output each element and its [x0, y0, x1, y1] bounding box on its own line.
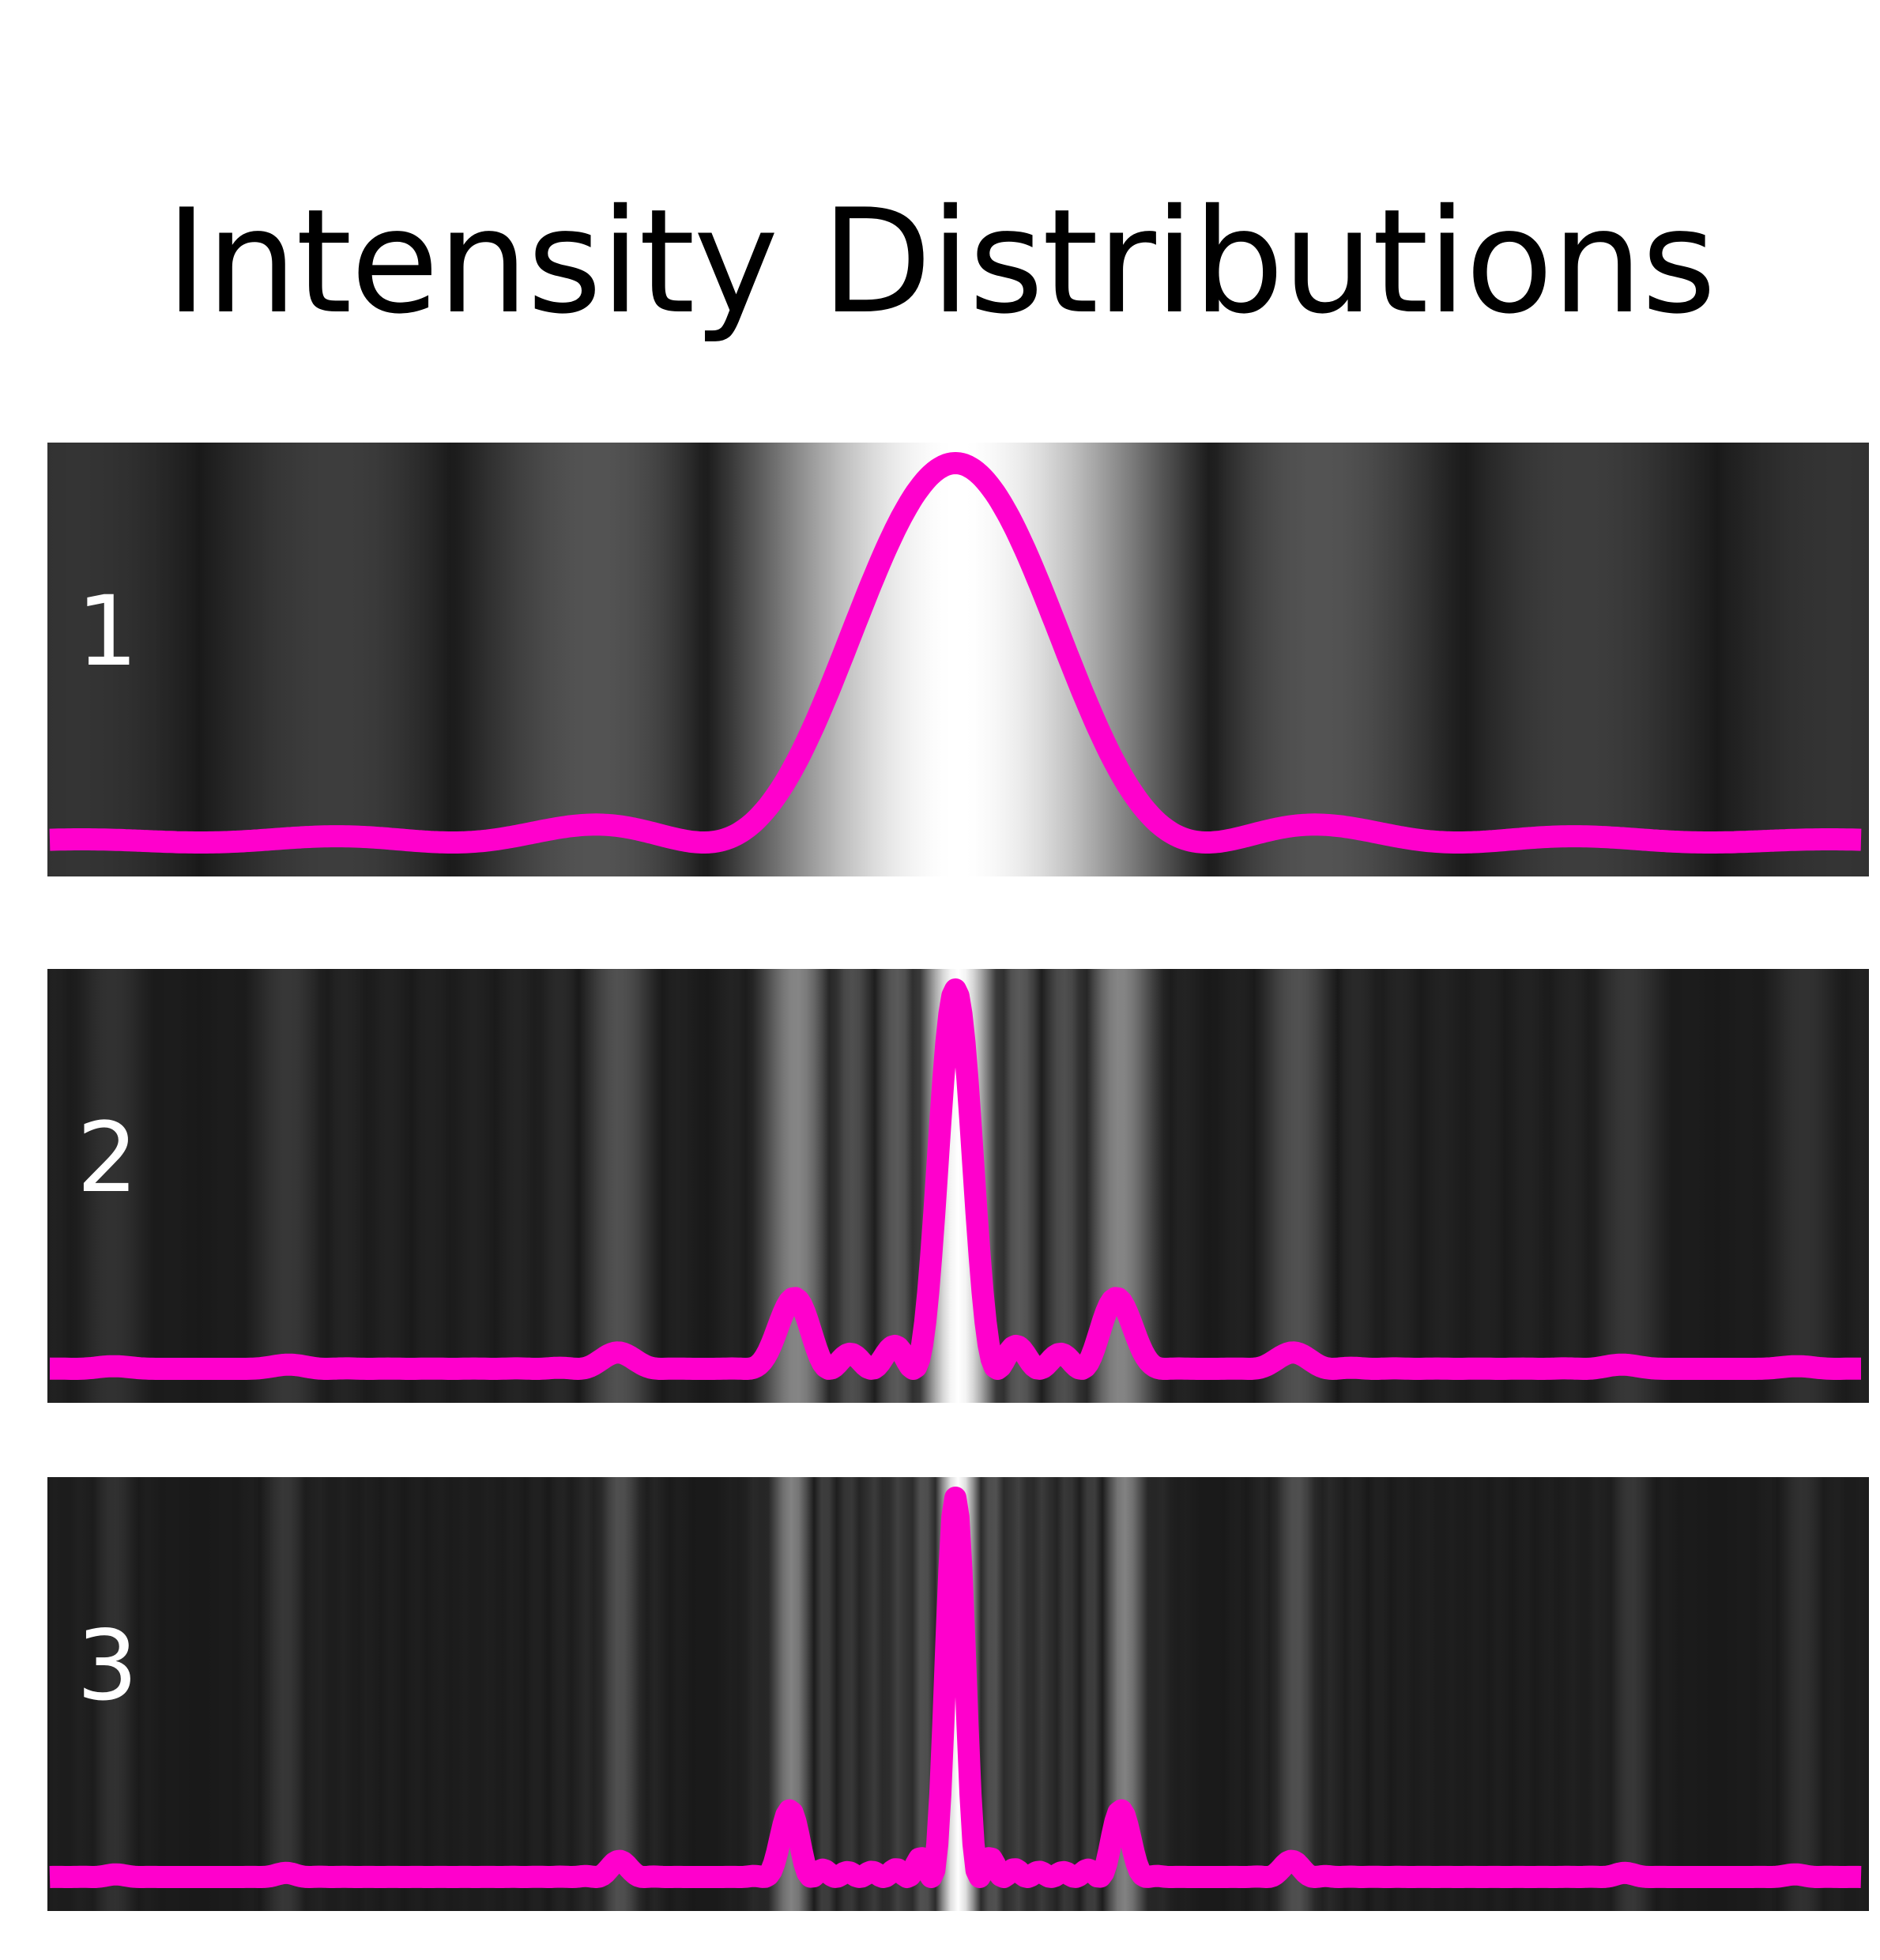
- fringe-pattern-2: [47, 969, 1869, 1403]
- intensity-panel-2: 2: [47, 969, 1869, 1403]
- intensity-curve: [47, 1487, 1869, 1888]
- panel-label: 1: [77, 575, 138, 688]
- intensity-curve: [47, 452, 1869, 854]
- intensity-curve: [47, 978, 1869, 1380]
- intensity-panel-1: 1: [47, 443, 1869, 876]
- fringe-pattern-3: [47, 1477, 1869, 1911]
- panel-label: 3: [77, 1610, 138, 1722]
- page-title: Intensity Distributions: [165, 178, 1716, 345]
- intensity-panel-3: 3: [47, 1477, 1869, 1911]
- fringe-gradient: [47, 443, 1869, 876]
- fringe-pattern-1: [47, 443, 1869, 876]
- panel-label: 2: [77, 1102, 138, 1214]
